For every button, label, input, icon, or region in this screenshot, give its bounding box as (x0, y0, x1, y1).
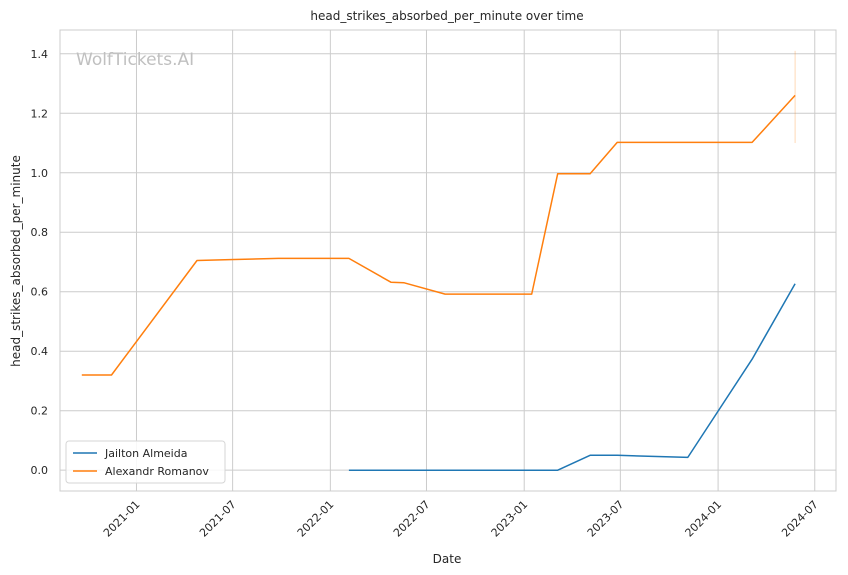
series-line-jailton-almeida (348, 283, 796, 471)
y-axis-ticks: 0.0 0.2 0.4 0.6 0.8 1.0 1.2 1.4 (31, 48, 49, 477)
y-tick-label: 0.6 (31, 286, 49, 299)
x-tick-label: 2024-01 (683, 498, 725, 540)
y-axis-label: head_strikes_absorbed_per_minute (9, 155, 23, 367)
y-tick-label: 0.8 (31, 226, 49, 239)
x-tick-label: 2023-01 (489, 498, 531, 540)
y-tick-label: 1.2 (31, 107, 49, 120)
legend: Jailton Almeida Alexandr Romanov (65, 440, 226, 484)
plot-frame (59, 29, 837, 492)
x-axis-label: Date (433, 552, 462, 566)
y-tick-label: 0.2 (31, 405, 49, 418)
chart-title: head_strikes_absorbed_per_minute over ti… (310, 9, 583, 23)
x-axis-ticks: 2021-01 2021-07 2022-01 2022-07 2023-01 2023-… (101, 498, 821, 540)
x-tick-label: 2021-01 (101, 498, 143, 540)
x-tick-label: 2022-07 (391, 498, 433, 540)
series-lines (81, 94, 796, 471)
legend-box (65, 440, 226, 484)
series-line-alexandr-romanov (81, 94, 796, 376)
y-tick-label: 0.0 (31, 464, 49, 477)
x-tick-label: 2023-07 (585, 498, 627, 540)
y-tick-label: 1.0 (31, 167, 49, 180)
x-tick-label: 2022-01 (295, 498, 337, 540)
y-tick-label: 1.4 (31, 48, 49, 61)
y-tick-label: 0.4 (31, 345, 49, 358)
plot-background (60, 30, 836, 491)
legend-label: Alexandr Romanov (105, 465, 209, 478)
x-tick-label: 2021-07 (197, 498, 239, 540)
grid-lines (60, 30, 836, 491)
watermark: WolfTickets.AI (76, 50, 194, 70)
legend-label: Jailton Almeida (104, 447, 187, 460)
x-tick-label: 2024-07 (779, 498, 821, 540)
